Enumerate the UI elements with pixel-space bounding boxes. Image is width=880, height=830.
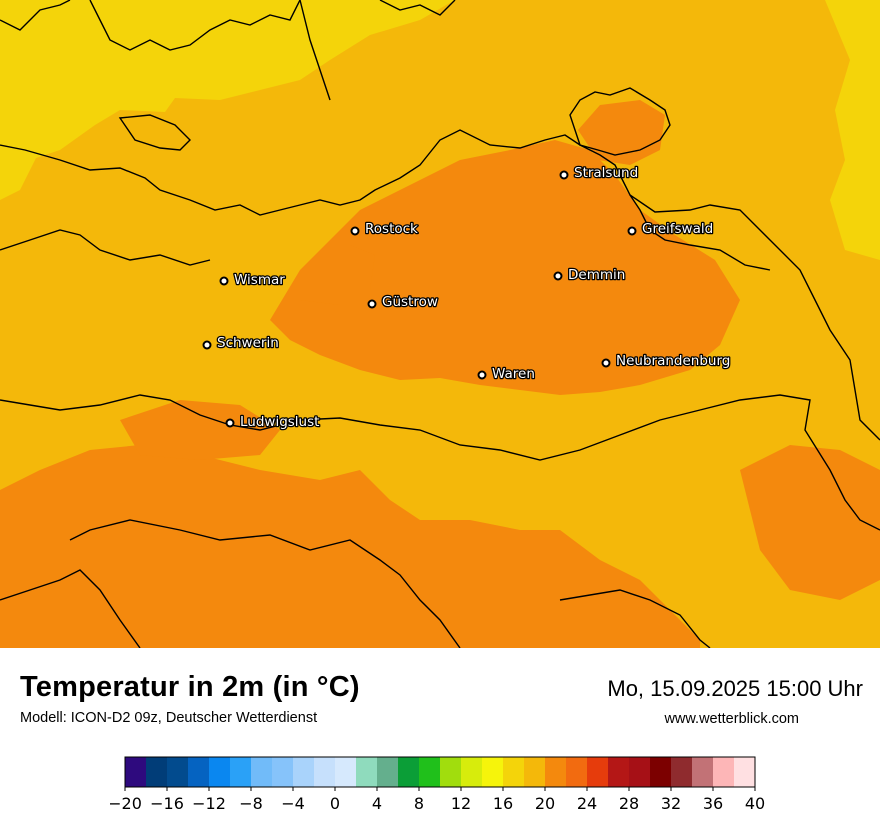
- city-waren: Waren: [477, 365, 536, 383]
- colorbar-segment: [713, 757, 735, 787]
- colorbar-segment: [335, 757, 357, 787]
- colorbar-segment: [629, 757, 651, 787]
- city-label: Demmin: [568, 267, 625, 283]
- city-label: Rostock: [365, 221, 418, 237]
- colorbar-segment: [314, 757, 336, 787]
- city-label: Neubrandenburg: [616, 353, 730, 369]
- colorbar-border: [124, 756, 756, 788]
- colorbar-tick-label: 16: [493, 794, 513, 813]
- colorbar-segment: [692, 757, 714, 787]
- colorbar-segment: [251, 757, 273, 787]
- city-label: Schwerin: [217, 335, 279, 351]
- colorbar-tick-label: 12: [451, 794, 471, 813]
- colorbar-segment: [167, 757, 189, 787]
- city-label: Waren: [492, 366, 535, 382]
- city-label: Greifswald: [642, 221, 713, 237]
- cool-area-east: [825, 0, 880, 260]
- colorbar-tick-label: 8: [414, 794, 424, 813]
- colorbar-tick-label: 24: [577, 794, 597, 813]
- city-label: Wismar: [234, 272, 285, 288]
- colorbar-segment: [524, 757, 546, 787]
- colorbar-tick-label: 20: [535, 794, 555, 813]
- colorbar-tick-label: −20: [110, 794, 142, 813]
- colorbar-tick-label: −16: [150, 794, 184, 813]
- city-wismar: Wismar: [219, 271, 287, 289]
- city-rostock: Rostock: [350, 220, 419, 238]
- colorbar-tick-label: 28: [619, 794, 639, 813]
- colorbar-segment: [272, 757, 294, 787]
- colorbar-segment: [209, 757, 231, 787]
- warm-area-rostock: [300, 245, 375, 305]
- cool-area-north-small: [250, 20, 330, 70]
- city-neubrandenburg: Neubrandenburg: [601, 352, 732, 370]
- city-ludwigslust: Ludwigslust: [225, 413, 321, 431]
- city-label: Güstrow: [382, 294, 438, 310]
- colorbar-tick-label: −4: [281, 794, 305, 813]
- colorbar-segment: [356, 757, 378, 787]
- colorbar-segment: [230, 757, 252, 787]
- city-label: Stralsund: [574, 165, 638, 181]
- city-guestrow: Güstrow: [367, 293, 439, 311]
- colorbar-segment: [293, 757, 315, 787]
- colorbar-segment: [146, 757, 168, 787]
- colorbar-segment: [440, 757, 462, 787]
- city-demmin: Demmin: [553, 266, 627, 284]
- cool-area-northwest: [0, 0, 455, 160]
- colorbar-segment: [461, 757, 483, 787]
- colorbar-segment: [398, 757, 420, 787]
- colorbar-segment: [503, 757, 525, 787]
- colorbar-segment: [734, 757, 756, 787]
- warm-area-southeast: [740, 445, 880, 600]
- cool-area-west: [0, 150, 40, 200]
- city-label: Ludwigslust: [240, 414, 319, 430]
- forecast-datetime: Mo, 15.09.2025 15:00 Uhr: [607, 676, 863, 701]
- colorbar-segment: [482, 757, 504, 787]
- colorbar-segment: [125, 757, 147, 787]
- map-title: Temperatur in 2m (in °C): [20, 671, 360, 703]
- city-greifswald: Greifswald: [627, 220, 715, 238]
- colorbar-tick-label: −12: [192, 794, 226, 813]
- warm-area-southwest: [0, 445, 700, 648]
- colorbar-segment: [671, 757, 693, 787]
- colorbar-tick-label: 4: [372, 794, 382, 813]
- warm-area-south: [120, 400, 280, 460]
- temperature-colorbar: −20 −16 −12 −8 −4 0 4 8 12 16 20 24 28 32 36 40: [110, 756, 765, 813]
- colorbar-segment: [650, 757, 672, 787]
- colorbar-tick-label: 36: [703, 794, 723, 813]
- colorbar-tick-label: 40: [745, 794, 765, 813]
- colorbar-segment: [419, 757, 441, 787]
- website-link[interactable]: www.wetterblick.com: [664, 711, 799, 727]
- colorbar-tick-label: −8: [239, 794, 263, 813]
- colorbar-segment: [608, 757, 630, 787]
- model-subtitle: Modell: ICON-D2 09z, Deutscher Wetterdie…: [20, 710, 318, 726]
- city-schwerin: Schwerin: [202, 334, 280, 352]
- colorbar-segment: [188, 757, 210, 787]
- colorbar-segment: [377, 757, 399, 787]
- colorbar-tick-label: 32: [661, 794, 681, 813]
- colorbar-segment: [566, 757, 588, 787]
- map-footer: Temperatur in 2m (in °C) Modell: ICON-D2…: [0, 648, 880, 830]
- colorbar-segment: [587, 757, 609, 787]
- colorbar-tick-label: 0: [330, 794, 340, 813]
- warm-area-central: [270, 140, 740, 395]
- temperature-map: Stralsund Rostock Greifswald Wismar Demm…: [0, 0, 880, 648]
- coastlines: [0, 0, 880, 648]
- city-stralsund: Stralsund: [559, 164, 639, 182]
- colorbar-segment: [545, 757, 567, 787]
